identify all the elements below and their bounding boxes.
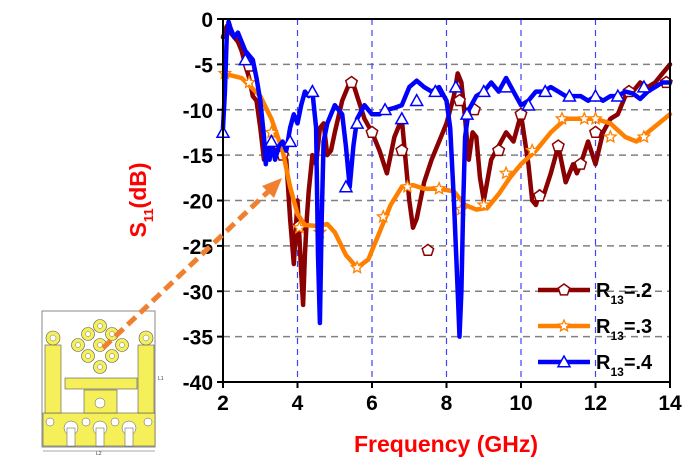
star-marker [349,260,365,274]
star-marker [524,142,540,157]
y-axis-title-main: S [125,222,151,237]
triangle-marker [428,84,443,98]
x-tick-labels: 2 4 6 8 10 12 14 [217,392,682,415]
legend-item-2: R13=.3 [538,316,652,343]
star-marker [476,197,492,212]
legend-item-3: R13=.4 [538,352,653,379]
triangle-marker [377,102,393,116]
triangle-marker [338,179,354,193]
triangle-marker [610,88,626,102]
triangle-marker [409,93,424,107]
y-tick-label: -5 [194,54,213,77]
pentagon-marker [533,189,547,202]
triangle-marker [282,133,298,148]
star-marker [498,165,514,180]
pentagon-marker [452,93,467,107]
triangle-marker [498,79,514,93]
triangle-marker [459,106,475,120]
triangle-marker [476,84,492,98]
star-marker [431,180,447,196]
y-tick-label: -35 [183,327,214,350]
triangle-marker [636,79,652,93]
triangle-marker [537,84,553,98]
y-axis-title-suffix: (dB) [125,162,151,208]
triangle-marker [448,79,464,93]
y-tick-label: 0 [201,9,213,32]
antenna-inset: L1 L2 [41,310,164,457]
y-tick-label: -40 [183,372,213,395]
legend-label: R13=.3 [596,316,652,343]
triangle-marker [238,52,253,66]
legend-label: R13=.2 [596,280,652,307]
x-tick-label: 4 [292,392,304,415]
pentagon-marker [588,125,603,139]
triangle-marker [556,354,572,368]
svg-text:L2: L2 [96,451,102,457]
x-tick-label: 12 [584,392,607,415]
dashed-arrow [101,178,282,350]
y-tick-label: -15 [183,145,214,168]
star-marker [556,318,572,333]
series-3 [215,19,673,339]
pentagon-marker [395,143,409,157]
series-layer [215,19,673,339]
y-tick-label: -20 [183,191,213,214]
axes [217,18,671,388]
svg-text:S11(dB): S11(dB) [125,162,156,237]
legend-label: R13=.4 [596,352,653,379]
pentagon-marker [492,143,506,157]
y-axis-title: S11(dB) [125,162,156,237]
svg-text:L1: L1 [158,376,164,382]
y-tick-labels: 0-5-10-15-20-25-30-35-40 [183,9,214,395]
triangle-marker [264,133,279,148]
pentagon-marker [344,75,359,89]
x-tick-label: 2 [217,392,229,415]
triangle-marker [305,84,320,98]
series-1 [220,24,673,308]
pentagon-marker [421,243,435,257]
star-marker [241,74,257,89]
y-tick-label: -10 [183,100,213,123]
pentagon-marker [365,125,379,139]
star-marker [375,209,391,224]
x-tick-label: 14 [658,392,682,415]
pentagon-marker [557,283,571,296]
star-marker [292,219,307,235]
x-tick-label: 6 [366,392,378,415]
pentagon-marker [514,107,528,120]
star-marker [588,111,603,126]
x-tick-label: 10 [509,392,532,415]
triangle-marker [521,97,536,111]
triangle-marker [562,88,577,102]
legend-item-1: R13=.2 [538,280,652,307]
pentagon-marker [574,157,588,170]
y-tick-label: -30 [183,281,213,304]
star-marker [554,111,570,126]
legend: R13=.2 R13=.3 R13=.4 [538,280,653,379]
triangle-marker [349,115,365,129]
star-marker [636,129,652,144]
star-marker [577,111,592,126]
x-tick-label: 8 [441,392,453,415]
star-marker [603,129,618,144]
y-axis-title-subscript: 11 [141,208,156,222]
triangle-marker [394,111,410,125]
triangle-marker [588,88,603,102]
star-marker [400,179,415,194]
pentagon-marker [551,139,565,152]
x-axis-title: Frequency (GHz) [354,431,538,457]
